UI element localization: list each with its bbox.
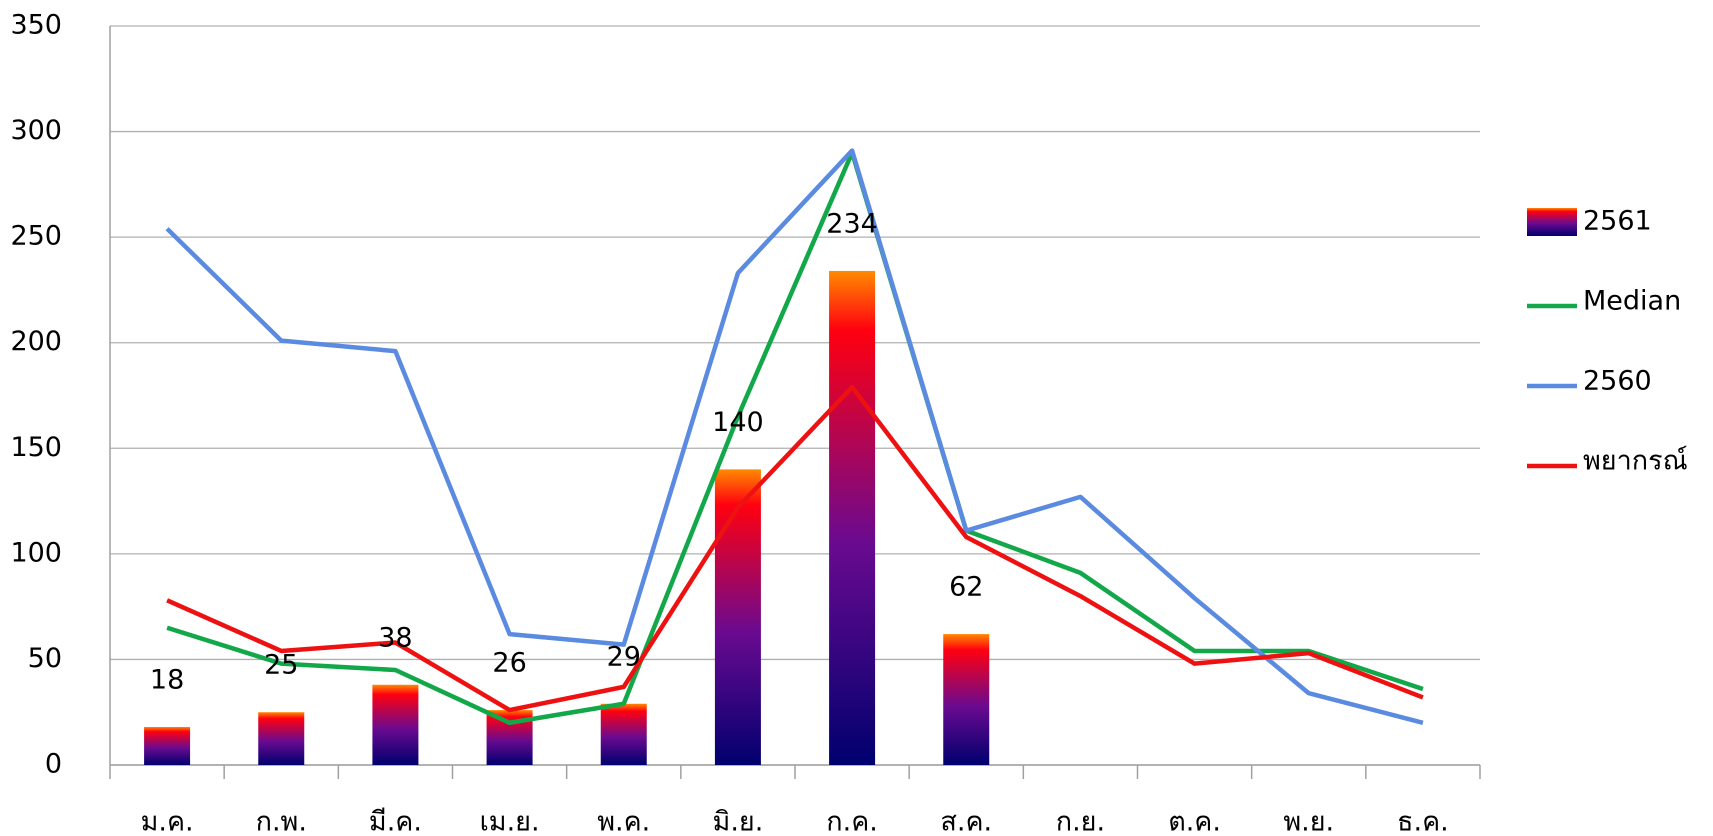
x-tick-label: มี.ค.	[369, 807, 422, 836]
data-label: 234	[826, 208, 878, 239]
line-series	[165, 148, 1424, 725]
data-label: 140	[712, 407, 764, 438]
legend-swatch	[1527, 208, 1577, 236]
x-tick-label: ต.ค.	[1168, 807, 1221, 836]
legend-label: 2560	[1583, 366, 1652, 397]
y-tick-label: 0	[45, 749, 62, 780]
bar	[714, 469, 761, 765]
y-tick-label: 250	[10, 221, 62, 252]
y-tick-label: 150	[10, 432, 62, 463]
bar	[943, 634, 990, 765]
data-label: 29	[607, 641, 641, 672]
x-tick-label: พ.ย.	[1283, 807, 1334, 836]
bar	[600, 703, 647, 765]
y-tick-label: 350	[10, 10, 62, 41]
bar	[829, 270, 876, 765]
line-series	[166, 384, 1424, 713]
data-label: 38	[378, 622, 412, 653]
bar	[258, 712, 305, 765]
y-tick-label: 300	[10, 115, 62, 146]
legend-label: 2561	[1583, 206, 1652, 237]
x-tick-label: ก.พ.	[256, 807, 307, 836]
x-tick-label: พ.ค.	[597, 807, 650, 836]
data-label: 26	[492, 648, 526, 679]
y-tick-label: 50	[28, 643, 62, 674]
x-tick-label: ม.ค.	[141, 807, 194, 836]
x-tick-label: เม.ย.	[480, 807, 540, 836]
x-tick-label: มิ.ย.	[713, 807, 764, 836]
data-label: 18	[150, 664, 184, 695]
x-tick-label: ก.ค.	[826, 807, 878, 836]
bar	[144, 726, 191, 765]
data-label: 62	[949, 572, 983, 603]
data-label: 25	[264, 650, 298, 681]
legend-label: Median	[1583, 286, 1681, 317]
y-tick-label: 200	[10, 326, 62, 357]
legend-label: พยากรณ์	[1583, 445, 1688, 477]
x-tick-label: ก.ย.	[1056, 807, 1105, 836]
bar	[372, 684, 419, 765]
y-tick-label: 100	[10, 537, 62, 568]
x-tick-label: ธ.ค.	[1397, 807, 1449, 836]
x-tick-label: ส.ค.	[940, 807, 992, 836]
line-series	[166, 150, 1424, 726]
